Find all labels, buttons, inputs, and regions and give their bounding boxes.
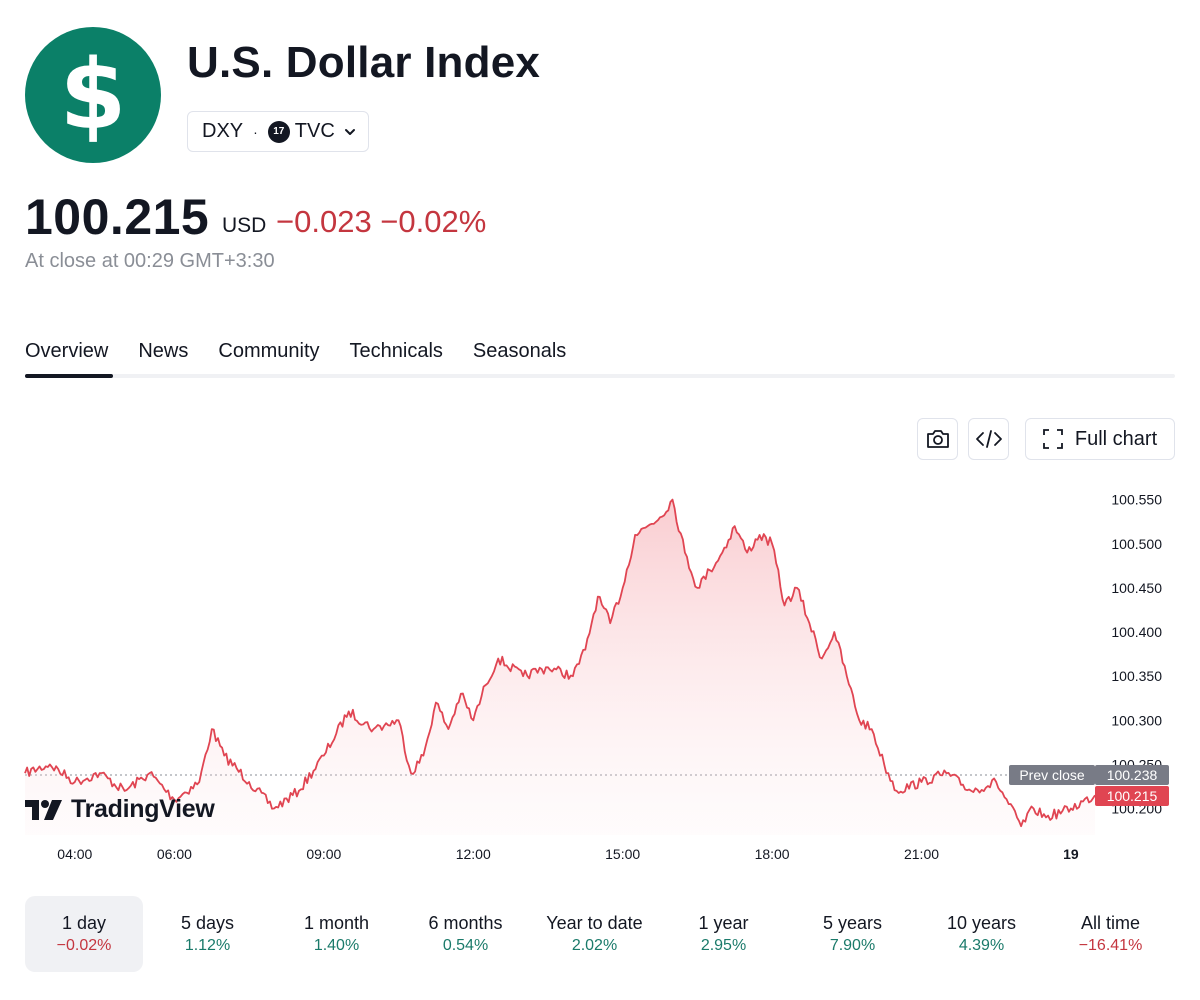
period-all-time[interactable]: All time −16.41% (1046, 896, 1175, 972)
period-label: 5 days (180, 913, 235, 933)
period-label: 1 year (698, 913, 749, 933)
y-tick-label: 100.350 (1111, 668, 1162, 684)
x-tick-label: 12:00 (456, 846, 491, 862)
market-status: At close at 00:29 GMT+3:30 (25, 250, 275, 272)
period-label: 5 years (822, 913, 883, 933)
full-chart-label: Full chart (1074, 427, 1158, 450)
y-tick-label: 100.300 (1111, 712, 1162, 728)
x-tick-label: 09:00 (306, 846, 341, 862)
y-tick-label: 100.450 (1111, 580, 1162, 596)
last-price: 100.215 (25, 189, 210, 245)
price-chart[interactable]: 100.550 100.500 100.450 100.400 100.350 100.3… (0, 470, 1200, 880)
period-label: 10 years (946, 913, 1017, 933)
code-icon (975, 430, 1002, 448)
period-change: −16.41% (1078, 937, 1143, 954)
period-1-day[interactable]: 1 day −0.02% (25, 896, 143, 972)
y-tick-label: 100.400 (1111, 624, 1162, 640)
dollar-icon: $ (59, 39, 127, 151)
period-change: −0.02% (56, 937, 112, 954)
period-change: 2.02% (571, 937, 618, 954)
price-line (24, 498, 1096, 828)
last-price-value: 100.215 (1107, 788, 1158, 804)
symbol-logo: $ (25, 27, 161, 163)
active-tab-indicator (25, 374, 113, 378)
period-change: 0.54% (442, 937, 489, 954)
y-tick-label: 100.500 (1111, 536, 1162, 552)
period-label: Year to date (546, 913, 643, 933)
embed-button[interactable] (968, 418, 1009, 460)
tradingview-badge-icon: 17 (267, 120, 290, 143)
tabs-track (25, 374, 1175, 378)
period-label: 1 month (303, 913, 370, 933)
tradingview-logo-icon (25, 799, 62, 820)
expand-icon (1042, 429, 1063, 449)
x-tick-label: 15:00 (605, 846, 640, 862)
exchange-selector[interactable]: DXY · 17 TVC (187, 111, 369, 152)
period-5-days[interactable]: 5 days 1.12% (143, 896, 272, 972)
tab-news[interactable]: News (138, 340, 189, 362)
x-tick-label: 04:00 (57, 846, 92, 862)
prev-close-value: 100.238 (1107, 767, 1158, 783)
period-change: 4.39% (958, 937, 1005, 954)
period-6-months[interactable]: 6 months 0.54% (401, 896, 530, 972)
x-tick-label: 21:00 (904, 846, 939, 862)
camera-icon (926, 430, 949, 448)
exchange-label: TVC (294, 120, 335, 142)
period-label: All time (1080, 913, 1140, 933)
last-price-tag: 100.215 (1095, 785, 1169, 806)
price-area (25, 499, 1095, 835)
currency-label: USD (222, 214, 267, 237)
period-selector: 1 day −0.02% 5 days 1.12% 1 month 1.40% 6 mont… (25, 896, 1175, 972)
tab-seasonals[interactable]: Seasonals (472, 340, 567, 362)
tradingview-watermark[interactable]: TradingView (25, 795, 215, 824)
y-tick-label: 100.550 (1111, 492, 1162, 508)
page-title: U.S. Dollar Index (187, 38, 541, 87)
separator: · (253, 123, 258, 140)
watermark-text: TradingView (71, 795, 215, 823)
tab-community[interactable]: Community (218, 340, 320, 362)
x-tick-label: 18:00 (755, 846, 790, 862)
full-chart-button[interactable]: Full chart (1025, 418, 1175, 460)
tab-overview[interactable]: Overview (25, 340, 109, 362)
price-change: −0.023 −0.02% (276, 204, 487, 239)
tab-technicals[interactable]: Technicals (349, 340, 443, 362)
period-change: 1.12% (184, 937, 231, 954)
period-label: 6 months (428, 913, 503, 933)
prev-close-tag: Prev close 100.238 (1009, 764, 1169, 785)
period-year-to-date[interactable]: Year to date 2.02% (530, 896, 659, 972)
tab-bar: Overview News Community Technicals Seaso… (25, 340, 596, 378)
period-change: 1.40% (313, 937, 360, 954)
period-change: 2.95% (700, 937, 747, 954)
x-tick-label: 06:00 (157, 846, 192, 862)
period-label: 1 day (61, 913, 107, 933)
chevron-down-icon (344, 128, 355, 135)
period-1-month[interactable]: 1 month 1.40% (272, 896, 401, 972)
period-5-years[interactable]: 5 years 7.90% (788, 896, 917, 972)
period-10-years[interactable]: 10 years 4.39% (917, 896, 1046, 972)
prev-close-label: Prev close (1019, 767, 1085, 783)
x-tick-label: 19 (1063, 846, 1079, 862)
ticker-label: DXY (202, 120, 244, 142)
period-1-year[interactable]: 1 year 2.95% (659, 896, 788, 972)
snapshot-button[interactable] (917, 418, 958, 460)
period-change: 7.90% (829, 937, 876, 954)
